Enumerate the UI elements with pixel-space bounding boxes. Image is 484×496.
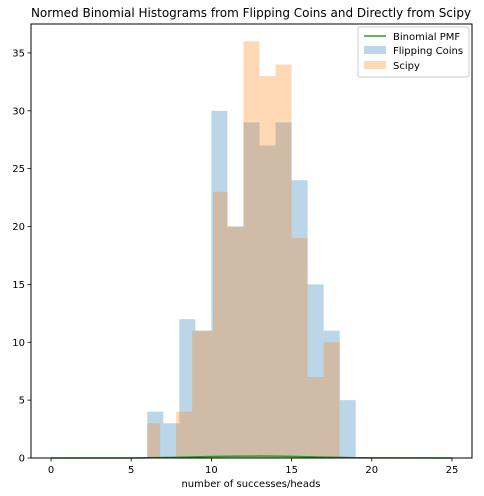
y-tick-label: 10 — [12, 338, 25, 349]
bar-scipy-10 — [307, 376, 324, 458]
bar-flipping-coins-2 — [179, 319, 196, 458]
bars-layer — [147, 41, 356, 459]
legend-label-flipping: Flipping Coins — [393, 46, 463, 57]
x-axis-label: number of successes/heads — [181, 479, 320, 490]
bar-flipping-coins-0 — [147, 411, 164, 458]
x-tick-label: 0 — [48, 465, 54, 476]
y-tick-label: 5 — [19, 396, 25, 407]
y-tick-label: 25 — [12, 164, 25, 175]
legend-box — [357, 26, 470, 78]
y-tick-label: 30 — [12, 106, 25, 117]
legend-label-pmf: Binomial PMF — [393, 32, 460, 43]
legend-label-scipy: Scipy — [393, 61, 420, 72]
y-axis-ticks: 0 5 10 15 20 25 30 35 — [12, 48, 31, 465]
bar-scipy-4 — [213, 191, 228, 458]
bar-flipping-coins-9 — [291, 180, 308, 459]
x-tick-label: 10 — [205, 465, 218, 476]
bar-scipy-3 — [192, 330, 214, 458]
bar-scipy-5 — [227, 226, 244, 458]
bar-scipy-9 — [291, 238, 308, 458]
plot-frame — [30, 23, 473, 459]
y-tick-label: 15 — [12, 280, 25, 291]
bar-scipy-7 — [259, 76, 276, 458]
bar-flipping-coins-4 — [211, 110, 228, 459]
x-axis-ticks: 0 5 10 15 20 25 — [48, 458, 458, 476]
y-tick-label: 35 — [12, 48, 25, 59]
bar-flipping-coins-3 — [195, 330, 212, 458]
y-tick-label: 0 — [19, 454, 25, 465]
bar-scipy-2 — [176, 411, 193, 458]
bar-flipping-coins-7 — [259, 145, 276, 458]
legend: Binomial PMF Flipping Coins Scipy — [357, 26, 470, 78]
legend-swatch-scipy — [364, 61, 386, 69]
bar-flipping-coins-5 — [227, 226, 244, 458]
x-tick-label: 20 — [365, 465, 378, 476]
x-tick-label: 15 — [285, 465, 298, 476]
bar-flipping-coins-1 — [163, 423, 180, 458]
x-tick-label: 5 — [128, 465, 134, 476]
x-tick-label: 25 — [446, 465, 459, 476]
bar-flipping-coins-12 — [339, 400, 356, 458]
bar-flipping-coins-10 — [307, 284, 324, 458]
bar-flipping-coins-6 — [243, 122, 260, 458]
legend-swatch-flipping — [364, 46, 386, 54]
bar-scipy-0 — [147, 423, 161, 458]
bar-flipping-coins-8 — [275, 122, 292, 458]
bar-scipy-8 — [275, 64, 292, 459]
bar-scipy-11 — [323, 342, 340, 458]
bar-scipy-6 — [243, 41, 260, 459]
chart-title: Normed Binomial Histograms from Flipping… — [31, 6, 471, 20]
bar-flipping-coins-11 — [323, 330, 340, 458]
y-tick-label: 20 — [12, 222, 25, 233]
